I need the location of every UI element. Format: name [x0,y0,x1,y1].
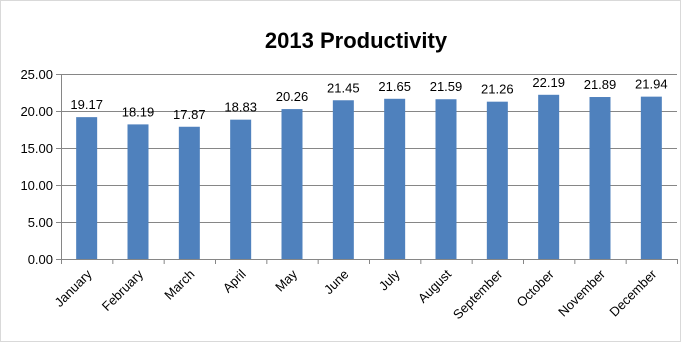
bar-november [589,97,611,259]
data-label-november: 21.89 [584,77,617,92]
x-category-label: March [161,267,197,303]
x-category-label: December [606,266,659,319]
data-label-december: 21.94 [635,77,668,92]
bar-may [281,109,303,260]
data-label-june: 21.45 [327,80,360,95]
x-category-label: April [220,266,249,295]
bar-september [486,101,508,260]
bar-june [332,100,354,260]
bar-april [230,119,252,260]
bar-february [127,124,149,259]
data-label-may: 20.26 [276,89,309,104]
y-tick-label: 20.00 [20,104,53,119]
x-category-label: November [555,266,608,319]
x-category-label: June [321,267,352,298]
data-label-march: 17.87 [173,107,206,122]
bar-october [538,94,560,259]
x-category-label: May [272,266,300,294]
bar-march [178,126,200,260]
bar-december [640,96,662,259]
data-label-january: 19.17 [70,97,103,112]
y-tick-label: 10.00 [20,178,53,193]
chart-title: 2013 Productivity [265,28,448,53]
data-label-april: 18.83 [224,100,257,115]
bars [76,94,662,260]
y-tick-label: 0.00 [28,252,53,267]
gridlines [56,74,678,264]
x-category-label: October [513,266,557,310]
data-label-october: 22.19 [532,75,565,90]
y-tick-label: 25.00 [20,67,53,82]
x-category-label: February [99,266,147,314]
bar-january [76,117,98,259]
x-category-label: July [376,266,403,293]
data-label-july: 21.65 [378,79,411,94]
bar-july [384,98,406,259]
x-category-label: September [450,266,506,322]
y-tick-label: 5.00 [28,215,53,230]
data-label-august: 21.59 [430,79,463,94]
x-category-label: August [415,266,454,305]
bar-august [435,99,457,259]
x-axis-categories: January February March April May June July Augu… [51,266,659,322]
data-label-september: 21.26 [481,82,514,97]
data-label-february: 18.19 [122,104,155,119]
y-tick-label: 15.00 [20,141,53,156]
x-category-label: January [51,266,95,310]
y-axis-ticks: 0.00 5.00 10.00 15.00 20.00 25.00 [20,67,53,267]
data-labels: 19.17 18.19 17.87 18.83 20.26 21.45 21.65 21.59… [70,75,667,122]
